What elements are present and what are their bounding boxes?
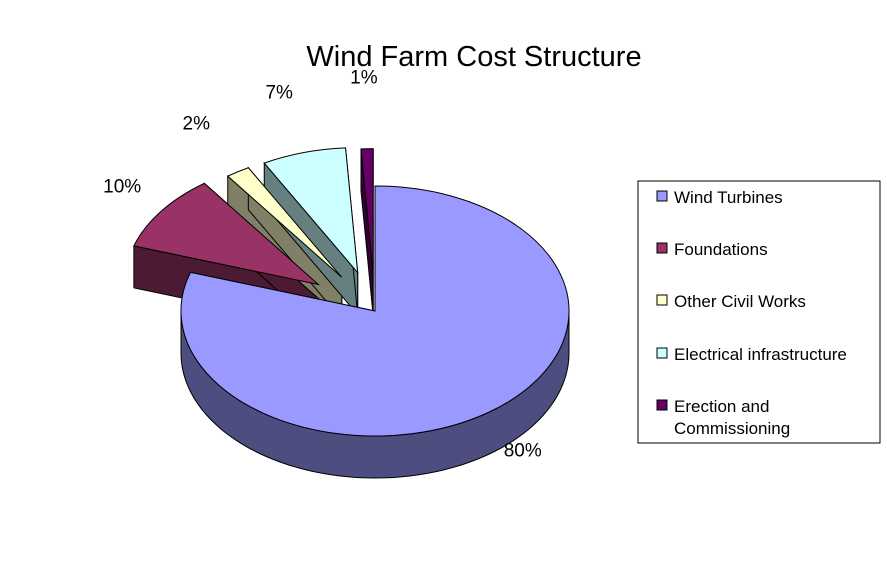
legend-label-wind-turbines-0: Wind Turbines [674,188,783,207]
slice-electrical-infrastructure [263,147,359,275]
legend-items: Wind Turbines Foundations Other Civil Work… [656,188,847,438]
legend: Wind Turbines Foundations Other Civil Work… [637,180,881,444]
legend-box [637,180,881,444]
pie-labels: 80% 10% 2% 7% 1% [103,68,542,462]
legend-label-erection-and-commissioning-0: Erection and [674,397,769,416]
pie-tops [133,147,570,479]
label-erection-and-commissioning: 1% [350,68,378,89]
slice-foundations [133,182,321,286]
legend-label-erection-and-commissioning-1: Commissioning [674,419,790,438]
slice-erection-and-commissioning [360,148,374,274]
label-foundations: 10% [103,177,141,198]
legend-swatch-foundations [656,242,668,254]
legend-label-foundations-0: Foundations [674,240,768,259]
legend-label-other-civil-works-0: Other Civil Works [674,292,806,311]
legend-label-electrical-infrastructure-0: Electrical infrastructure [674,345,847,364]
legend-swatch-electrical-infrastructure [656,347,668,359]
label-electrical-infrastructure: 7% [265,83,293,104]
label-other-civil-works: 2% [183,114,211,135]
legend-swatch-other-civil-works [656,294,668,306]
legend-swatch-wind-turbines [656,190,668,202]
slice-other-civil-works [226,167,343,278]
legend-swatch-erection-and-commissioning [656,399,668,411]
chart-title: Wind Farm Cost Structure [306,41,641,73]
slice-wind-turbines [180,185,570,437]
label-wind-turbines: 80% [504,440,542,461]
